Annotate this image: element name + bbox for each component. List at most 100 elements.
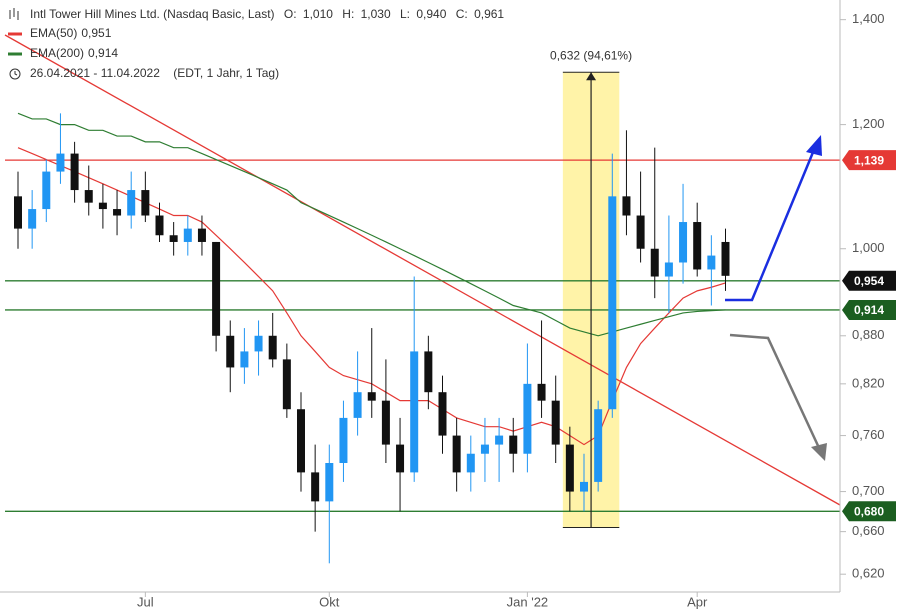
ohlc-value: 1,030 (361, 7, 391, 21)
axes: 1,400 1,200 1,000 0,880 0,820 0,760 0,700 0,660… (137, 11, 896, 609)
instrument-name: Intl Tower Hill Mines Ltd. (Nasdaq Basic… (30, 7, 275, 21)
candle-body (339, 417, 348, 464)
candle-body (14, 196, 22, 229)
ohlc-label: O: (284, 7, 297, 21)
candle-body (551, 400, 560, 445)
y-tick-label: 1,200 (852, 116, 885, 131)
candle-body (141, 190, 150, 216)
trendline (4, 34, 841, 506)
plot-area: 0,632 (94,61%) (5, 48, 840, 564)
ohlc-value: 1,010 (303, 7, 333, 21)
y-tick-label: 0,820 (852, 375, 885, 390)
legend-value: 0,951 (81, 26, 111, 40)
price-label-box (842, 150, 896, 171)
candle-body (608, 196, 617, 410)
candle-body (226, 335, 235, 368)
legend-swatch (8, 52, 22, 56)
candle-body (297, 409, 305, 473)
price-label: 0,680 (854, 504, 884, 518)
candle-body (353, 392, 362, 418)
ohlc-label: L: (400, 7, 410, 21)
candle-body (650, 248, 659, 277)
price-label: 0,954 (854, 274, 884, 288)
candle-body (28, 209, 37, 229)
candle-body (282, 359, 291, 410)
y-tick-label: 0,700 (852, 483, 885, 498)
y-tick-label: 0,760 (852, 427, 885, 442)
up-arrow (725, 144, 818, 302)
candle-body (424, 351, 433, 393)
candle-body (396, 444, 405, 473)
candle-body (311, 472, 320, 502)
candle-body (580, 481, 588, 492)
candle-body (381, 400, 390, 445)
candle-body (240, 351, 249, 368)
candle-body (438, 392, 447, 436)
up-arrowhead (806, 135, 822, 156)
candle-body (537, 383, 546, 401)
candle-body (70, 153, 79, 191)
candle-body (495, 435, 504, 445)
candle-body (410, 351, 419, 473)
ohlc-label: C: (456, 7, 468, 21)
x-tick-label: Apr (687, 594, 708, 609)
candle-body (721, 241, 730, 276)
y-tick-label: 1,000 (852, 240, 885, 255)
candle-body (466, 453, 475, 473)
price-label: 1,139 (854, 153, 884, 167)
candle-body (98, 202, 107, 210)
candle-body (169, 235, 178, 242)
candle-body (127, 190, 136, 216)
x-tick-label: Jan '22 (507, 594, 549, 609)
candle-body (636, 215, 645, 249)
candle-body (480, 444, 489, 454)
candle-body (42, 171, 51, 210)
legend-name: EMA(50) (30, 26, 77, 40)
candle-body (212, 241, 221, 336)
ohlc-value: 0,961 (474, 7, 504, 21)
candle-body (707, 255, 716, 270)
ohlc-label: H: (342, 7, 354, 21)
candle-body (452, 435, 461, 473)
y-tick-label: 0,880 (852, 327, 885, 342)
candle-body (113, 209, 122, 216)
candle-body (509, 435, 518, 454)
x-tick-label: Jul (137, 594, 154, 609)
chart-icon (9, 8, 19, 20)
candle-body (367, 392, 376, 401)
clock-icon (9, 68, 21, 80)
candle-body (622, 196, 631, 216)
candle-body (693, 222, 702, 270)
date-range: 26.04.2021 - 11.04.2022 (EDT, 1 Jahr, 1 … (30, 66, 279, 80)
candle-body (183, 228, 192, 242)
y-tick-label: 0,660 (852, 523, 885, 538)
legend-swatch (8, 32, 22, 36)
measure-arrowhead (586, 72, 597, 81)
legend-value: 0,914 (88, 46, 118, 60)
legend-title: Intl Tower Hill Mines Ltd. (Nasdaq Basic… (30, 7, 504, 21)
candle-body (254, 335, 263, 352)
x-tick-label: Okt (319, 594, 340, 609)
price-label: 0,914 (854, 303, 884, 317)
legend: Intl Tower Hill Mines Ltd. (Nasdaq Basic… (8, 7, 504, 80)
period-text: (EDT, 1 Jahr, 1 Tag) (173, 66, 279, 80)
legend-entry: EMA(200) 0,914 (30, 46, 118, 60)
y-tick-label: 1,400 (852, 11, 885, 26)
candle-body (84, 190, 93, 203)
legend-name: EMA(200) (30, 46, 84, 60)
legend-entry: EMA(50) 0,951 (30, 26, 112, 40)
ema-line (17, 112, 726, 337)
date-range-text: 26.04.2021 - 11.04.2022 (30, 66, 160, 80)
measure-label: 0,632 (94,61%) (550, 48, 632, 62)
candle-body (594, 409, 603, 482)
candle-body (565, 444, 574, 492)
price-label-box (842, 270, 896, 291)
candle-body (197, 228, 206, 242)
down-arrowhead (811, 443, 827, 461)
price-label-box (842, 299, 896, 320)
candle-body (679, 222, 688, 263)
